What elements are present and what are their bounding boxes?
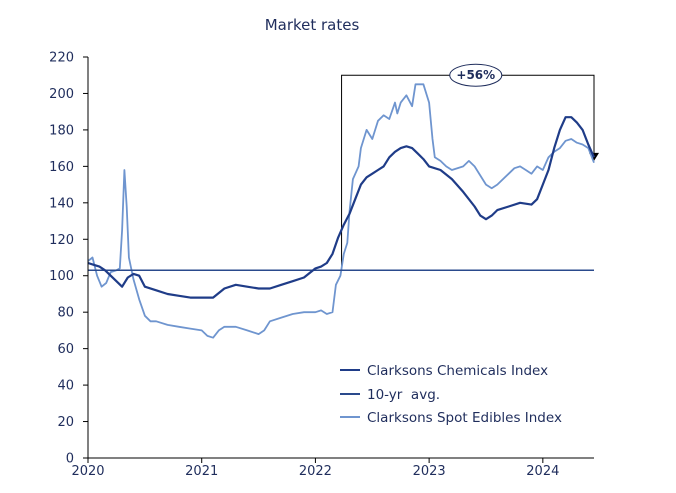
annotation-bracket xyxy=(341,74,595,271)
y-tick-label: 120 xyxy=(49,233,74,248)
x-tick-label: 2024 xyxy=(526,464,559,479)
y-tick-label: 160 xyxy=(49,160,74,175)
chart-title: Market rates xyxy=(265,16,360,34)
series-lines xyxy=(87,83,596,339)
legend-label-avg: 10-yr avg. xyxy=(367,387,440,403)
legend-label-chemicals: Clarksons Chemicals Index xyxy=(367,363,548,379)
y-tick-label: 0 xyxy=(66,452,74,467)
annotation-badge xyxy=(449,63,503,87)
series-line-edibles xyxy=(87,83,595,339)
y-tick-label: 220 xyxy=(49,51,74,66)
y-tick-label: 180 xyxy=(49,123,74,138)
y-tick-label: 80 xyxy=(57,306,74,321)
y-tick-label: 40 xyxy=(57,379,74,394)
y-tick-label: 200 xyxy=(49,87,74,102)
y-tick-label: 60 xyxy=(57,342,74,357)
x-tick-label: 2020 xyxy=(71,464,104,479)
series-line-chemicals xyxy=(87,116,596,299)
y-tick-label: 20 xyxy=(57,415,74,430)
annotation-label: +56% xyxy=(456,68,495,82)
legend: Clarksons Chemicals Index 10-yr avg. Cla… xyxy=(340,363,562,426)
x-tick-label: 2023 xyxy=(413,464,446,479)
x-tick-label: 2022 xyxy=(299,464,332,479)
annotation-box: +56% xyxy=(341,63,599,271)
y-tick-label: 100 xyxy=(49,269,74,284)
y-tick-label: 140 xyxy=(49,196,74,211)
axes: 0 20 40 60 80 100 120 140 160 180 200 220 2020 2021 20… xyxy=(49,51,594,479)
legend-label-edibles: Clarksons Spot Edibles Index xyxy=(367,410,562,426)
x-tick-label: 2021 xyxy=(185,464,218,479)
